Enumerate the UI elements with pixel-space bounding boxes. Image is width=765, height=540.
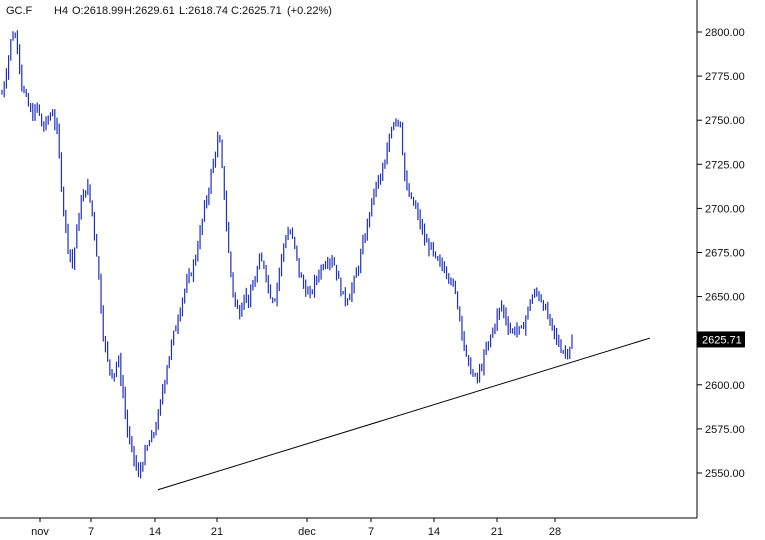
x-tick-label: 14 (428, 526, 440, 538)
x-tick-label: 7 (368, 526, 374, 538)
last-price-tag: 2625.71 (697, 331, 745, 348)
x-tick-label: 21 (211, 526, 223, 538)
y-tick-label: 2700.00 (705, 203, 745, 215)
y-tick-label: 2650.00 (705, 292, 745, 304)
y-tick-label: 2775.00 (705, 71, 745, 83)
x-tick-label: 28 (549, 526, 561, 538)
x-tick-label: dec (298, 526, 316, 538)
header-change: (+0.22%) (287, 5, 332, 17)
x-tick-label: 14 (149, 526, 161, 538)
price-series (1, 30, 573, 479)
x-tick-label: nov (31, 526, 49, 538)
header-low: L:2618.74 (179, 5, 228, 17)
header-open: O:2618.99 (72, 5, 123, 17)
header-high: H:2629.61 (124, 5, 175, 17)
y-tick-label: 2675.00 (705, 248, 745, 260)
header-timeframe: H4 (54, 5, 68, 17)
y-tick-label: 2600.00 (705, 380, 745, 392)
y-tick-label: 2575.00 (705, 424, 745, 436)
y-axis-ticks: 2800.00 2775.00 2750.00 2725.00 2700.00 2675.… (697, 27, 745, 480)
y-tick-label: 2750.00 (705, 115, 745, 127)
trend-line (157, 337, 651, 491)
header-symbol: GC.F (6, 5, 33, 17)
x-axis-ticks: nov 7 14 21 dec 7 14 21 28 (31, 518, 561, 538)
last-price-tag-bg (697, 331, 745, 348)
x-tick-label: 7 (88, 526, 94, 538)
y-tick-label: 2800.00 (705, 27, 745, 39)
y-tick-label: 2550.00 (705, 468, 745, 480)
x-tick-label: 21 (491, 526, 503, 538)
chart-header: GC.F H4 O:2618.99 H:2629.61 L:2618.74 C:… (6, 5, 332, 17)
header-close: C:2625.71 (231, 5, 282, 17)
last-price-label: 2625.71 (702, 334, 742, 346)
y-tick-label: 2725.00 (705, 159, 745, 171)
